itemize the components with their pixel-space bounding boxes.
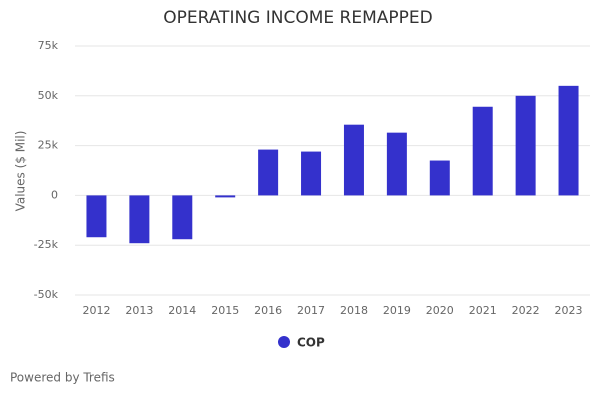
bar: [301, 151, 322, 196]
chart-title: OPERATING INCOME REMAPPED: [163, 8, 432, 28]
legend-label: COP: [297, 336, 325, 350]
bar: [215, 195, 236, 198]
x-tick-label: 2018: [340, 304, 368, 317]
bar: [386, 132, 407, 196]
y-tick-label: 50k: [38, 89, 59, 102]
x-tick-label: 2020: [426, 304, 454, 317]
bar: [472, 106, 493, 196]
y-tick-label: 0: [51, 188, 58, 201]
bar: [429, 160, 450, 196]
x-tick-label: 2022: [512, 304, 540, 317]
bar: [558, 85, 579, 196]
bar: [86, 195, 107, 238]
x-tick-label: 2013: [125, 304, 153, 317]
x-tick-label: 2023: [555, 304, 583, 317]
y-tick-label: 75k: [38, 39, 59, 52]
legend-marker: [278, 336, 290, 348]
y-axis-label: Values ($ Mil): [14, 131, 28, 212]
bar: [343, 124, 364, 196]
bar: [129, 195, 150, 244]
x-tick-label: 2019: [383, 304, 411, 317]
x-tick-label: 2015: [211, 304, 239, 317]
y-tick-label: -50k: [34, 288, 59, 301]
y-tick-label: -25k: [34, 238, 59, 251]
bar: [172, 195, 193, 240]
x-tick-label: 2016: [254, 304, 282, 317]
y-tick-label: 25k: [38, 139, 59, 152]
x-tick-label: 2012: [82, 304, 110, 317]
x-tick-label: 2017: [297, 304, 325, 317]
bar: [515, 95, 536, 196]
x-tick-label: 2014: [168, 304, 196, 317]
footer: Powered by Trefis: [10, 371, 115, 385]
bar: [258, 149, 279, 196]
x-tick-label: 2021: [469, 304, 497, 317]
